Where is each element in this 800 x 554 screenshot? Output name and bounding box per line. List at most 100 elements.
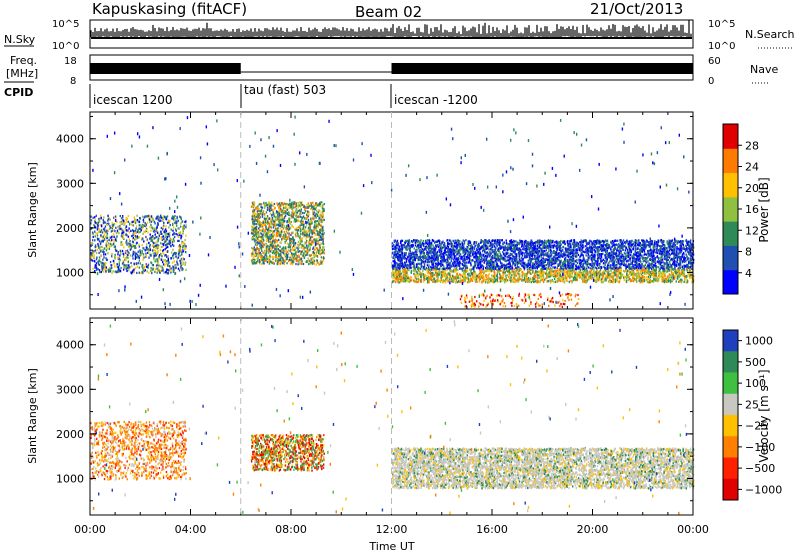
range-gate-cell <box>117 251 120 254</box>
range-gate-cell <box>436 267 438 271</box>
range-gate-cell <box>257 220 259 223</box>
range-gate-cell <box>257 214 259 217</box>
range-gate-cell <box>566 259 568 262</box>
range-gate-cell <box>131 234 133 238</box>
range-gate-cell <box>256 243 258 246</box>
range-gate-cell <box>566 266 568 269</box>
range-gate-cell <box>267 201 270 204</box>
range-gate-cell <box>172 270 175 274</box>
range-gate-cell <box>311 222 313 225</box>
range-gate-cell <box>619 278 621 281</box>
range-gate-cell <box>440 250 443 253</box>
range-gate-cell <box>661 267 664 270</box>
range-gate-cell <box>156 245 159 249</box>
range-gate-cell <box>177 263 179 266</box>
range-gate-cell <box>184 261 187 264</box>
range-gate-cell <box>288 244 290 248</box>
range-gate-cell <box>526 255 529 258</box>
range-gate-cell <box>300 245 303 248</box>
range-gate-cell <box>169 239 172 242</box>
range-gate-cell <box>157 250 159 253</box>
range-gate-cell <box>278 231 280 235</box>
range-gate-cell <box>315 202 318 205</box>
range-gate-cell <box>609 266 612 269</box>
range-gate-cell <box>282 251 285 254</box>
range-gate-cell <box>544 253 546 256</box>
range-gate-cell <box>491 245 494 248</box>
range-gate-cell <box>607 269 609 272</box>
range-gate-cell <box>557 240 559 243</box>
range-gate-cell <box>114 265 116 268</box>
range-gate-cell <box>446 268 448 272</box>
range-gate-cell <box>303 217 306 220</box>
range-gate-cell <box>285 203 287 206</box>
range-gate-cell <box>295 203 298 206</box>
range-gate-cell <box>282 237 284 240</box>
range-gate-cell <box>149 219 151 223</box>
range-gate-cell <box>554 275 556 278</box>
range-gate-cell <box>440 248 443 251</box>
range-gate-cell <box>266 231 269 234</box>
range-gate-cell <box>306 239 308 243</box>
range-gate-cell <box>287 252 290 256</box>
range-gate-cell <box>500 278 503 282</box>
range-gate-cell <box>252 256 255 260</box>
range-gate-cell <box>542 277 544 280</box>
range-gate-cell <box>290 203 292 206</box>
range-gate-cell <box>154 237 156 240</box>
range-gate-cell <box>135 231 137 234</box>
range-gate-cell <box>182 232 184 235</box>
range-gate-cell <box>279 245 281 248</box>
range-gate-cell <box>525 240 527 243</box>
range-gate-cell <box>143 240 145 243</box>
range-gate-cell <box>652 276 655 279</box>
range-gate-cell <box>293 260 295 263</box>
range-gate-cell <box>145 264 147 267</box>
range-gate-cell <box>282 221 284 224</box>
range-gate-cell <box>128 231 131 234</box>
range-gate-cell <box>306 247 309 250</box>
range-gate-cell <box>172 244 175 247</box>
range-gate-cell <box>622 269 625 272</box>
range-gate-cell <box>296 211 298 214</box>
range-gate-cell <box>650 263 652 267</box>
range-gate-cell <box>180 237 182 240</box>
range-gate-cell <box>273 230 275 233</box>
range-gate-cell <box>105 231 107 234</box>
range-gate-cell <box>276 202 278 205</box>
range-gate-cell <box>503 248 505 252</box>
range-gate-cell <box>641 240 644 243</box>
range-gate-cell <box>161 228 164 231</box>
range-gate-cell <box>255 229 258 232</box>
range-gate-cell <box>254 208 256 212</box>
range-gate-cell <box>651 255 653 259</box>
range-gate-cell <box>155 246 157 250</box>
range-gate-cell <box>156 269 159 272</box>
range-gate-cell <box>101 266 103 269</box>
range-gate-cell <box>309 247 312 250</box>
range-gate-cell <box>129 243 132 246</box>
range-gate-cell <box>297 225 300 229</box>
range-gate-cell <box>166 250 169 253</box>
range-gate-cell <box>282 262 284 265</box>
range-gate-cell <box>322 229 324 232</box>
range-gate-cell <box>302 244 304 247</box>
range-gate-cell <box>289 242 292 245</box>
freq-trace <box>90 63 693 74</box>
range-gate-cell <box>589 239 591 242</box>
range-gate-cell <box>259 246 262 249</box>
range-gate-cell <box>636 242 638 245</box>
range-gate-cell <box>157 215 159 218</box>
range-gate-cell <box>286 227 289 230</box>
range-gate-cell <box>550 254 552 258</box>
range-gate-cell <box>568 258 571 261</box>
range-gate-cell <box>152 228 155 231</box>
range-gate-cell <box>94 230 96 233</box>
range-gate-cell <box>142 267 145 270</box>
range-gate-cell <box>114 230 116 233</box>
range-gate-cell <box>491 274 493 277</box>
range-gate-cell <box>572 242 574 246</box>
range-gate-cell <box>171 254 174 257</box>
range-gate-cell <box>279 209 281 212</box>
range-gate-cell <box>276 213 279 216</box>
